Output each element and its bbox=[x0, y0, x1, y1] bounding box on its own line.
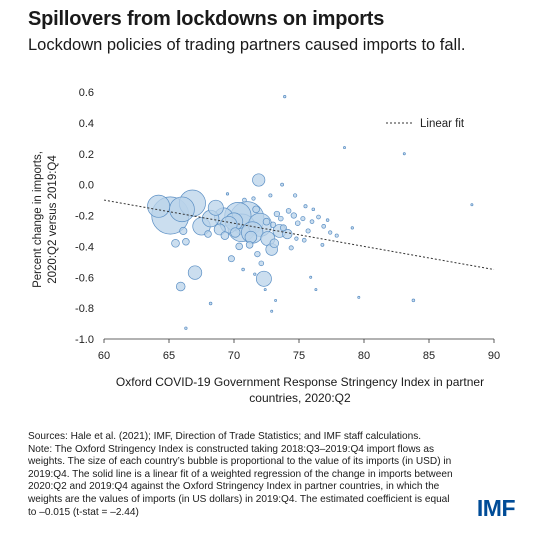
data-bubble bbox=[252, 173, 266, 187]
data-bubble bbox=[255, 270, 272, 287]
y-tick-label: 0.6 bbox=[79, 87, 94, 99]
y-tick-label: -1.0 bbox=[75, 334, 94, 346]
y-axis-label: Percent change in imports, 2020:Q2 versus… bbox=[32, 151, 59, 288]
data-bubble bbox=[325, 218, 330, 222]
y-tick-label: 0.2 bbox=[79, 149, 94, 161]
x-tick-label: 85 bbox=[423, 350, 435, 362]
y-axis-label-line: Percent change in imports, bbox=[32, 151, 44, 288]
data-bubble bbox=[262, 217, 271, 226]
data-bubble bbox=[334, 233, 339, 238]
imf-logo: IMF bbox=[476, 495, 516, 521]
data-bubble bbox=[283, 95, 287, 99]
x-axis-ticks: 60 65 70 75 80 85 90 bbox=[98, 339, 500, 362]
data-bubble bbox=[282, 228, 293, 240]
data-bubble bbox=[244, 230, 258, 244]
chart-title: Spillovers from lockdowns on imports bbox=[28, 8, 385, 30]
data-bubble bbox=[225, 192, 230, 196]
x-tick-label: 80 bbox=[358, 350, 370, 362]
data-bubble bbox=[311, 207, 316, 212]
data-bubble bbox=[253, 272, 257, 276]
data-bubble bbox=[254, 250, 261, 258]
data-bubble bbox=[182, 237, 190, 246]
y-tick-label: -0.4 bbox=[75, 241, 94, 253]
x-axis-label: Oxford COVID-19 Government Response Stri… bbox=[115, 375, 485, 405]
data-bubble bbox=[208, 301, 213, 306]
data-bubble bbox=[278, 215, 284, 222]
data-bubble bbox=[169, 196, 195, 223]
data-bubble bbox=[235, 242, 243, 251]
data-bubble bbox=[241, 267, 245, 272]
data-bubble bbox=[300, 216, 306, 222]
data-bubble bbox=[207, 199, 224, 216]
y-tick-label: -0.6 bbox=[75, 272, 94, 284]
data-bubble bbox=[320, 242, 325, 247]
data-bubble bbox=[309, 219, 315, 224]
note-text: Note: The Oxford Stringency Index is con… bbox=[28, 443, 453, 518]
data-bubble bbox=[147, 194, 171, 218]
data-bubble bbox=[280, 182, 284, 187]
data-bubble bbox=[305, 228, 311, 234]
data-bubble bbox=[301, 237, 307, 243]
y-axis-label-line: 2020:Q2 versus 2019:Q4 bbox=[47, 155, 59, 284]
data-bubble bbox=[314, 288, 318, 292]
x-tick-label: 60 bbox=[98, 350, 110, 362]
data-bubble bbox=[321, 223, 327, 229]
y-tick-label: 0.4 bbox=[79, 118, 94, 130]
data-bubble bbox=[242, 197, 247, 203]
chart-notes: Sources: Hale et al. (2021); IMF, Direct… bbox=[28, 431, 460, 519]
data-bubble bbox=[350, 226, 354, 230]
data-bubble bbox=[303, 204, 308, 209]
data-bubble bbox=[245, 241, 254, 249]
data-bubble bbox=[357, 295, 361, 299]
data-bubble bbox=[309, 275, 313, 279]
y-tick-label: -0.8 bbox=[75, 303, 94, 315]
data-bubble bbox=[179, 226, 188, 235]
legend: Linear fit bbox=[386, 118, 465, 130]
data-bubble bbox=[263, 288, 267, 292]
data-bubble bbox=[252, 205, 260, 214]
x-tick-label: 65 bbox=[163, 350, 175, 362]
data-bubble bbox=[470, 203, 474, 207]
data-bubble bbox=[187, 265, 203, 280]
x-tick-label: 90 bbox=[488, 350, 500, 362]
chart-subtitle: Lockdown policies of trading partners ca… bbox=[28, 36, 466, 54]
data-bubble bbox=[204, 230, 212, 238]
legend-label: Linear fit bbox=[420, 118, 465, 130]
data-bubble bbox=[269, 221, 277, 228]
x-tick-label: 70 bbox=[228, 350, 240, 362]
data-bubble bbox=[269, 238, 280, 249]
data-bubble bbox=[279, 224, 287, 232]
data-bubble bbox=[294, 220, 301, 226]
data-bubble bbox=[220, 231, 230, 240]
scatter-plot: Percent change in imports, 2020:Q2 versus… bbox=[32, 87, 500, 362]
data-bubble bbox=[175, 281, 186, 292]
y-tick-label: -0.2 bbox=[75, 211, 94, 223]
data-bubble bbox=[292, 193, 298, 198]
data-bubble bbox=[343, 146, 346, 150]
x-tick-label: 75 bbox=[293, 350, 305, 362]
data-bubble bbox=[274, 298, 278, 302]
data-bubble bbox=[227, 255, 235, 263]
bubbles bbox=[147, 95, 474, 330]
data-bubble bbox=[316, 214, 321, 220]
data-bubble bbox=[251, 196, 256, 201]
data-bubble bbox=[184, 326, 188, 330]
y-axis-ticks: 0.6 0.4 0.2 0.0 -0.2 -0.4 -0.6 -0.8 -1.0 bbox=[75, 87, 94, 346]
data-bubble bbox=[268, 193, 273, 198]
data-bubble bbox=[288, 245, 294, 251]
y-tick-label: 0.0 bbox=[79, 180, 94, 192]
data-bubble bbox=[273, 210, 281, 218]
data-bubble bbox=[230, 227, 241, 238]
sources-text: Sources: Hale et al. (2021); IMF, Direct… bbox=[28, 431, 422, 442]
data-bubble bbox=[411, 298, 416, 303]
data-bubble bbox=[402, 152, 406, 156]
data-bubble bbox=[270, 309, 274, 313]
data-bubble bbox=[171, 239, 180, 248]
data-bubble bbox=[328, 230, 333, 235]
data-bubble bbox=[258, 260, 265, 267]
data-bubble bbox=[294, 236, 299, 241]
data-bubble bbox=[290, 212, 297, 219]
data-bubble bbox=[285, 208, 292, 214]
